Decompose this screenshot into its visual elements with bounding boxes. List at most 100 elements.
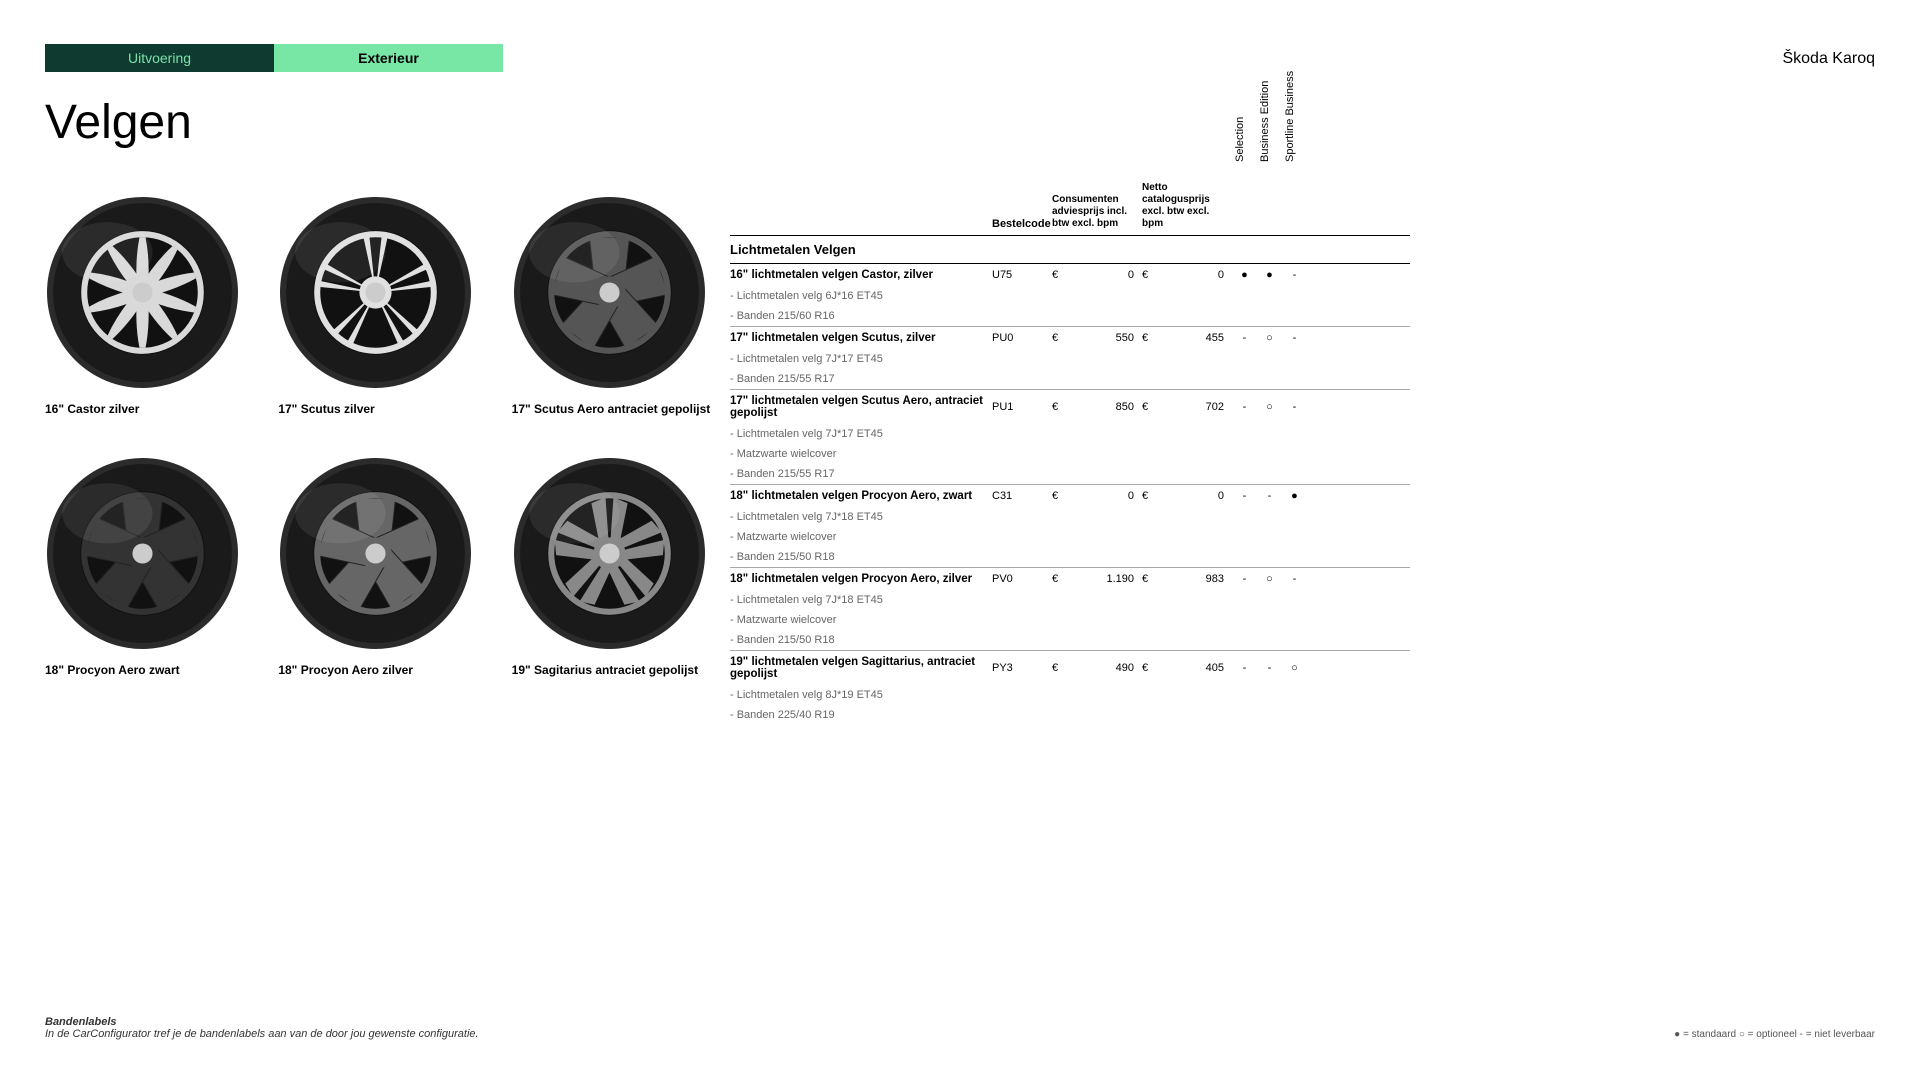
header-code: Bestelcode — [992, 218, 1052, 230]
tab-exterieur[interactable]: Exterieur — [274, 44, 503, 72]
tab-uitvoering[interactable]: Uitvoering — [45, 44, 274, 72]
wheel-image — [512, 195, 707, 390]
wheel-image — [278, 456, 473, 651]
tab-bar: Uitvoering Exterieur — [45, 44, 503, 72]
page-title: Velgen — [45, 95, 192, 150]
table-row: 16" lichtmetalen velgen Castor, zilver U… — [730, 263, 1410, 286]
footer-title: Bandenlabels — [45, 1016, 479, 1028]
item-mark: ● — [1282, 490, 1307, 502]
table-row: 18" lichtmetalen velgen Procyon Aero, zw… — [730, 484, 1410, 507]
item-mark: ○ — [1257, 332, 1282, 344]
footer-text: In de CarConfigurator tref je de bandenl… — [45, 1028, 479, 1040]
item-code: PU1 — [992, 401, 1052, 413]
section-title: Lichtmetalen Velgen — [730, 236, 1410, 263]
header-trim-2: Sportline Business — [1282, 150, 1307, 230]
item-mark: ● — [1232, 269, 1257, 281]
sub-row: - Lichtmetalen velg 7J*18 ET45 — [730, 590, 1410, 610]
sub-row: - Banden 215/55 R17 — [730, 369, 1410, 389]
wheel-item: 19" Sagitarius antraciet gepolijst — [512, 456, 725, 677]
wheel-label: 16" Castor zilver — [45, 402, 258, 416]
item-price-1: €850 — [1052, 401, 1142, 413]
wheel-item: 16" Castor zilver — [45, 195, 258, 416]
wheel-image — [45, 195, 240, 390]
sub-row: - Banden 215/50 R18 — [730, 547, 1410, 567]
item-mark: - — [1282, 401, 1307, 413]
item-price-1: €490 — [1052, 662, 1142, 674]
item-mark: - — [1232, 573, 1257, 585]
sub-row: - Lichtmetalen velg 8J*19 ET45 — [730, 685, 1410, 705]
item-mark: - — [1232, 490, 1257, 502]
item-name: 18" lichtmetalen velgen Procyon Aero, zi… — [730, 573, 992, 585]
sub-row: - Lichtmetalen velg 6J*16 ET45 — [730, 286, 1410, 306]
item-mark: ● — [1257, 269, 1282, 281]
item-price-2: €983 — [1142, 573, 1232, 585]
item-mark: - — [1232, 401, 1257, 413]
wheel-label: 17" Scutus zilver — [278, 402, 491, 416]
item-mark: - — [1257, 490, 1282, 502]
wheel-label: 17" Scutus Aero antraciet gepolijst — [512, 402, 725, 416]
item-price-2: €455 — [1142, 332, 1232, 344]
item-code: PY3 — [992, 662, 1052, 674]
sub-row: - Banden 225/40 R19 — [730, 705, 1410, 725]
sub-row: - Matzwarte wielcover — [730, 610, 1410, 630]
sub-row: - Lichtmetalen velg 7J*17 ET45 — [730, 349, 1410, 369]
item-mark: - — [1282, 332, 1307, 344]
item-mark: ○ — [1257, 401, 1282, 413]
item-name: 19" lichtmetalen velgen Sagittarius, ant… — [730, 656, 992, 680]
sub-row: - Banden 215/50 R18 — [730, 630, 1410, 650]
header-trim-0: Selection — [1232, 150, 1257, 230]
wheel-item: 18" Procyon Aero zilver — [278, 456, 491, 677]
item-price-2: €0 — [1142, 490, 1232, 502]
wheel-image — [45, 456, 240, 651]
wheel-label: 18" Procyon Aero zwart — [45, 663, 258, 677]
wheel-label: 18" Procyon Aero zilver — [278, 663, 491, 677]
item-code: PV0 — [992, 573, 1052, 585]
table-row: 19" lichtmetalen velgen Sagittarius, ant… — [730, 650, 1410, 685]
table-row: 17" lichtmetalen velgen Scutus Aero, ant… — [730, 389, 1410, 424]
item-code: U75 — [992, 269, 1052, 281]
item-mark: ○ — [1257, 573, 1282, 585]
header-price2: Netto catalogusprijs excl. btw excl. bpm — [1142, 182, 1232, 230]
header-price1: Consumenten adviesprijs incl. btw excl. … — [1052, 194, 1142, 230]
wheel-item: 17" Scutus zilver — [278, 195, 491, 416]
sub-row: - Lichtmetalen velg 7J*17 ET45 — [730, 424, 1410, 444]
table-row: 17" lichtmetalen velgen Scutus, zilver P… — [730, 326, 1410, 349]
wheel-label: 19" Sagitarius antraciet gepolijst — [512, 663, 725, 677]
spec-table: Bestelcode Consumenten adviesprijs incl.… — [730, 150, 1410, 725]
header-trim-1: Business Edition — [1257, 150, 1282, 230]
item-code: PU0 — [992, 332, 1052, 344]
item-mark: - — [1232, 662, 1257, 674]
item-price-1: €0 — [1052, 490, 1142, 502]
item-name: 17" lichtmetalen velgen Scutus Aero, ant… — [730, 395, 992, 419]
item-mark: - — [1282, 269, 1307, 281]
item-price-1: €1.190 — [1052, 573, 1142, 585]
table-header-row: Bestelcode Consumenten adviesprijs incl.… — [730, 150, 1410, 236]
sub-row: - Matzwarte wielcover — [730, 527, 1410, 547]
item-price-2: €405 — [1142, 662, 1232, 674]
sub-row: - Lichtmetalen velg 7J*18 ET45 — [730, 507, 1410, 527]
sub-row: - Banden 215/60 R16 — [730, 306, 1410, 326]
wheel-image — [512, 456, 707, 651]
item-mark: ○ — [1282, 662, 1307, 674]
item-mark: - — [1232, 332, 1257, 344]
sub-row: - Banden 215/55 R17 — [730, 464, 1410, 484]
item-price-1: €0 — [1052, 269, 1142, 281]
item-mark: - — [1282, 573, 1307, 585]
wheel-image — [278, 195, 473, 390]
item-price-1: €550 — [1052, 332, 1142, 344]
wheel-item: 18" Procyon Aero zwart — [45, 456, 258, 677]
legend: ● = standaard ○ = optioneel - = niet lev… — [1674, 1029, 1875, 1040]
item-price-2: €702 — [1142, 401, 1232, 413]
wheel-item: 17" Scutus Aero antraciet gepolijst — [512, 195, 725, 416]
item-name: 18" lichtmetalen velgen Procyon Aero, zw… — [730, 490, 992, 502]
item-mark: - — [1257, 662, 1282, 674]
sub-row: - Matzwarte wielcover — [730, 444, 1410, 464]
item-name: 16" lichtmetalen velgen Castor, zilver — [730, 269, 992, 281]
item-price-2: €0 — [1142, 269, 1232, 281]
brand-label: Škoda Karoq — [1782, 50, 1875, 68]
footer-note: Bandenlabels In de CarConfigurator tref … — [45, 1016, 479, 1040]
item-code: C31 — [992, 490, 1052, 502]
item-name: 17" lichtmetalen velgen Scutus, zilver — [730, 332, 992, 344]
table-row: 18" lichtmetalen velgen Procyon Aero, zi… — [730, 567, 1410, 590]
wheels-grid: 16" Castor zilver 17" Scutus zilver 17" … — [45, 195, 725, 677]
